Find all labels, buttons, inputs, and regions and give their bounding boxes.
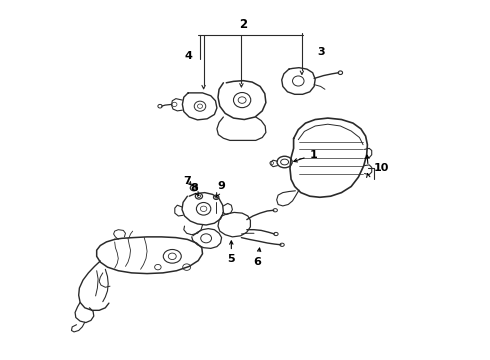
Text: 3: 3 — [318, 47, 325, 57]
Text: 6: 6 — [254, 248, 262, 267]
Text: 1: 1 — [294, 150, 317, 162]
Text: 8: 8 — [190, 183, 198, 196]
Text: 10: 10 — [373, 163, 389, 174]
Text: 5: 5 — [227, 241, 235, 264]
Text: 7: 7 — [184, 176, 191, 186]
Text: 4: 4 — [184, 51, 192, 61]
Text: 9: 9 — [217, 181, 225, 197]
Text: 2: 2 — [239, 18, 247, 31]
